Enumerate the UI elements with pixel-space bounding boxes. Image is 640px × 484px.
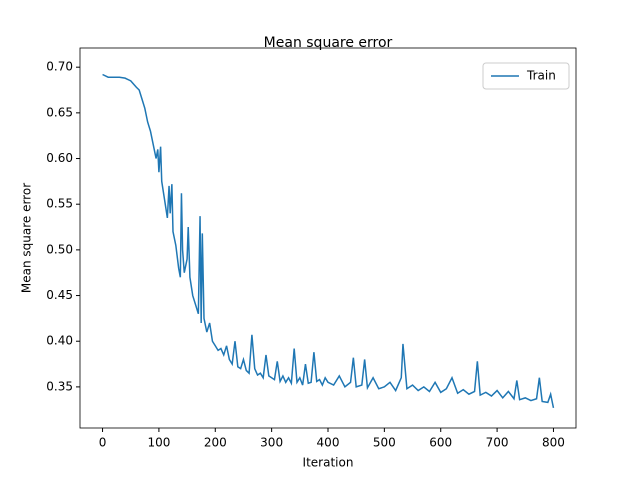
y-tick-label: 0.35 <box>46 379 73 393</box>
x-tick-label: 400 <box>317 436 340 450</box>
x-tick-label: 200 <box>204 436 227 450</box>
x-tick-label: 600 <box>429 436 452 450</box>
x-tick-label: 500 <box>373 436 396 450</box>
x-axis-label: Iteration <box>303 456 354 470</box>
x-tick-label: 800 <box>542 436 565 450</box>
plot-frame <box>79 47 577 429</box>
y-tick-label: 0.45 <box>46 288 73 302</box>
y-tick-label: 0.65 <box>46 105 73 119</box>
chart-title: Mean square error <box>264 35 393 51</box>
x-tick-label: 100 <box>147 436 170 450</box>
y-tick-label: 0.40 <box>46 334 73 348</box>
y-tick-label: 0.50 <box>46 242 73 256</box>
y-tick-label: 0.70 <box>46 60 73 74</box>
x-tick-label: 300 <box>260 436 283 450</box>
y-tick-label: 0.60 <box>46 151 73 165</box>
x-tick-label: 0 <box>99 436 107 450</box>
y-tick-label: 0.55 <box>46 197 73 211</box>
x-tick-label: 700 <box>486 436 509 450</box>
line-series <box>102 73 555 409</box>
legend-box <box>482 62 570 90</box>
y-axis-label: Mean square error <box>20 183 34 293</box>
legend-label: Train <box>526 69 556 83</box>
